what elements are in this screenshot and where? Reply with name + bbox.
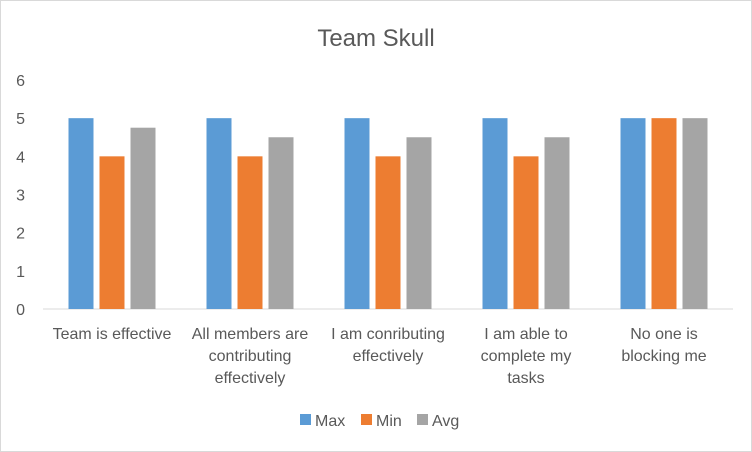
legend: Max Min Avg xyxy=(300,413,459,430)
legend-label-max: Max xyxy=(315,413,345,430)
bar-min-1 xyxy=(237,156,263,309)
category-label: Team is effective xyxy=(53,326,172,343)
category-label: I am able to complete my tasks xyxy=(481,326,572,387)
bar-avg-4 xyxy=(682,118,708,310)
bar-avg-2 xyxy=(406,137,432,309)
bar-max-3 xyxy=(482,118,508,310)
y-tick-label: 4 xyxy=(16,149,25,166)
y-tick-label: 1 xyxy=(16,264,25,281)
category-label: All members are contributing effectively xyxy=(192,326,309,387)
category-label: I am conributing effectively xyxy=(331,326,445,365)
bar-avg-3 xyxy=(544,137,570,309)
y-tick-label: 2 xyxy=(16,226,25,243)
bar-avg-0 xyxy=(130,127,156,309)
legend-swatch-max xyxy=(300,414,311,425)
y-tick-label: 6 xyxy=(16,73,25,90)
legend-label-min: Min xyxy=(376,413,402,430)
category-labels: Team is effective All members are contribu… xyxy=(53,326,707,387)
y-tick-label: 3 xyxy=(16,188,25,205)
legend-swatch-min xyxy=(361,414,372,425)
bar-min-0 xyxy=(99,156,125,309)
bar-avg-1 xyxy=(268,137,294,309)
bar-max-0 xyxy=(68,118,94,310)
legend-swatch-avg xyxy=(417,414,428,425)
legend-label-avg: Avg xyxy=(432,413,459,430)
bars-group xyxy=(68,118,708,310)
y-tick-label: 5 xyxy=(16,111,25,128)
bar-max-2 xyxy=(344,118,370,310)
bar-max-4 xyxy=(620,118,646,310)
chart-title: Team Skull xyxy=(317,25,434,52)
bar-min-3 xyxy=(513,156,539,309)
category-label: No one is blocking me xyxy=(621,326,706,365)
bar-max-1 xyxy=(206,118,232,310)
y-tick-label: 0 xyxy=(16,302,25,319)
bar-min-2 xyxy=(375,156,401,309)
y-axis-ticks: 0 1 2 3 4 5 6 xyxy=(16,73,25,319)
bar-min-4 xyxy=(651,118,677,310)
